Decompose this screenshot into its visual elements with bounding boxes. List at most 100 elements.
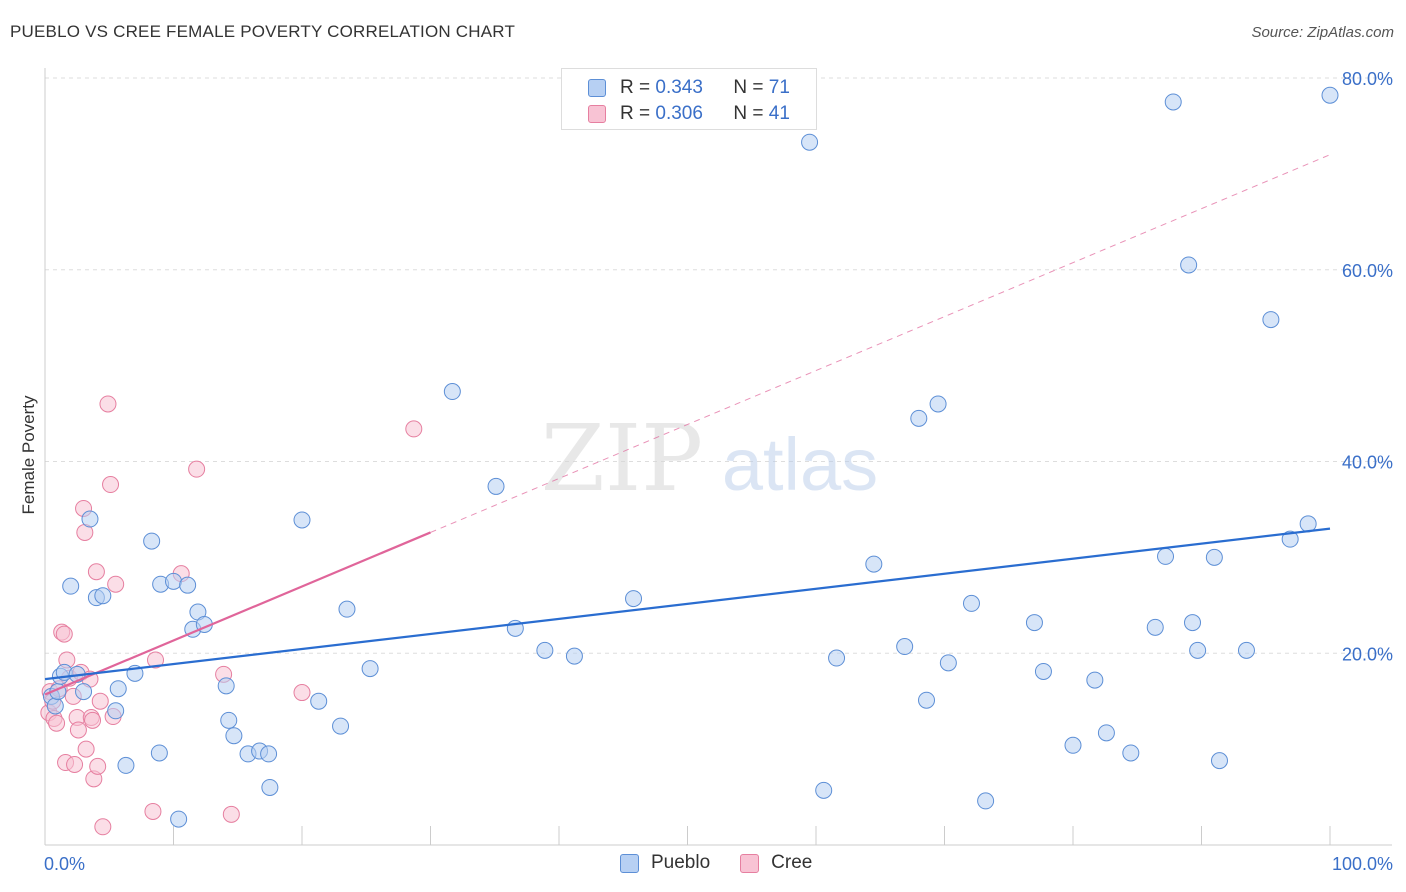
pueblo-point — [179, 576, 197, 594]
pueblo-point — [170, 810, 188, 828]
legend-cree-n: 41 — [768, 103, 790, 124]
x-tick-label: 0.0% — [44, 854, 85, 874]
tick-labels: 20.0% 40.0% 60.0% 80.0% 0.0% 100.0% — [44, 69, 1393, 874]
cree-point — [66, 755, 84, 773]
legend-cree-r: 0.306 — [655, 103, 703, 124]
cree-point — [94, 818, 112, 836]
pueblo-point — [361, 660, 379, 678]
pueblo-point — [75, 683, 93, 701]
legend-swatch-cree — [588, 105, 606, 123]
pueblo-point — [293, 511, 311, 529]
watermark-zip: ZIP — [541, 405, 703, 512]
pueblo-point — [1237, 641, 1255, 659]
pueblo-point — [536, 641, 554, 659]
legend-r-label: R = — [620, 103, 651, 124]
legend-row-cree: R = 0.306 N = 41 — [588, 103, 790, 125]
source-label: Source: ZipAtlas.com — [1251, 24, 1394, 41]
legend-item-cree[interactable]: Cree — [740, 852, 812, 874]
pueblo-point — [150, 744, 168, 762]
cree-point — [405, 420, 423, 438]
pueblo-point — [1281, 530, 1299, 548]
cree-point — [48, 714, 66, 732]
pueblo-point — [220, 711, 238, 729]
pueblo-point — [910, 409, 928, 427]
cree-trend-line — [44, 531, 431, 696]
pueblo-point — [1086, 671, 1104, 689]
pueblo-point — [62, 577, 80, 595]
cree-point — [144, 802, 162, 820]
legend-label-pueblo: Pueblo — [651, 852, 711, 873]
cree-point — [107, 575, 125, 593]
pueblo-point — [565, 647, 583, 665]
pueblo-point — [896, 638, 914, 656]
y-tick-label: 40.0% — [1342, 453, 1393, 473]
chart-title: PUEBLO VS CREE FEMALE POVERTY CORRELATIO… — [10, 22, 516, 41]
x-tick-label: 100.0% — [1332, 854, 1393, 874]
pueblo-point — [443, 383, 461, 401]
pueblo-point — [929, 395, 947, 413]
pueblo-point — [109, 680, 127, 698]
cree-point — [55, 625, 73, 643]
pueblo-point — [801, 133, 819, 151]
pueblo-point — [918, 691, 936, 709]
cree-trend-extension — [430, 154, 1331, 533]
pueblo-point — [1157, 547, 1175, 565]
legend-label-cree: Cree — [771, 852, 813, 873]
pueblo-point — [338, 600, 356, 618]
pueblo-point — [828, 649, 846, 667]
pueblo-point — [310, 692, 328, 710]
y-tick-label: 80.0% — [1342, 69, 1393, 89]
cree-point — [69, 721, 87, 739]
trend-lines — [44, 154, 1331, 696]
pueblo-point — [332, 717, 350, 735]
pueblo-point — [143, 532, 161, 550]
pueblo-point — [1064, 736, 1082, 754]
y-tick-label: 60.0% — [1342, 261, 1393, 281]
legend-r-label: R = — [620, 77, 651, 98]
cree-point — [77, 740, 95, 758]
axes — [44, 68, 1392, 846]
pueblo-point — [46, 697, 64, 715]
legend-swatch-cree — [740, 853, 760, 873]
pueblo-point — [1189, 641, 1207, 659]
pueblo-point — [1164, 93, 1182, 111]
cree-point — [147, 651, 165, 669]
watermark-atlas: atlas — [722, 423, 878, 506]
pueblo-point — [1205, 548, 1223, 566]
legend-swatch-pueblo — [620, 853, 639, 873]
pueblo-point — [1262, 311, 1280, 329]
cree-point — [91, 692, 109, 710]
cree-point — [84, 711, 102, 729]
y-axis-label: Female Poverty — [19, 395, 38, 515]
legend-pueblo-r: 0.343 — [655, 77, 703, 98]
pueblo-point — [81, 510, 99, 528]
pueblo-point — [865, 555, 883, 573]
watermark: ZIP atlas — [541, 405, 878, 512]
pueblo-point — [217, 677, 235, 695]
pueblo-point — [1180, 256, 1198, 274]
pueblo-point — [94, 587, 112, 605]
pueblo-point — [261, 778, 279, 796]
pueblo-point — [1321, 86, 1339, 104]
cree-point — [293, 684, 311, 702]
pueblo-point — [625, 590, 643, 608]
legend-n-label: N = — [733, 77, 764, 98]
y-tick-label: 20.0% — [1342, 644, 1393, 664]
cree-point — [222, 805, 240, 823]
pueblo-point — [977, 792, 995, 810]
pueblo-point — [107, 702, 125, 720]
pueblo-point — [165, 572, 182, 590]
pueblo-point — [1097, 724, 1115, 742]
pueblo-point — [815, 781, 833, 799]
cree-point — [102, 476, 120, 494]
cree-point — [89, 757, 107, 775]
cree-point — [87, 563, 105, 581]
legend-pueblo-n: 71 — [768, 77, 790, 98]
pueblo-trend-line — [44, 527, 1331, 681]
pueblo-point — [117, 756, 135, 774]
legend-item-pueblo[interactable]: Pueblo — [620, 852, 710, 874]
legend-swatch-pueblo — [588, 79, 606, 97]
pueblo-point — [939, 654, 957, 672]
series-legend: Pueblo Cree — [620, 852, 842, 874]
